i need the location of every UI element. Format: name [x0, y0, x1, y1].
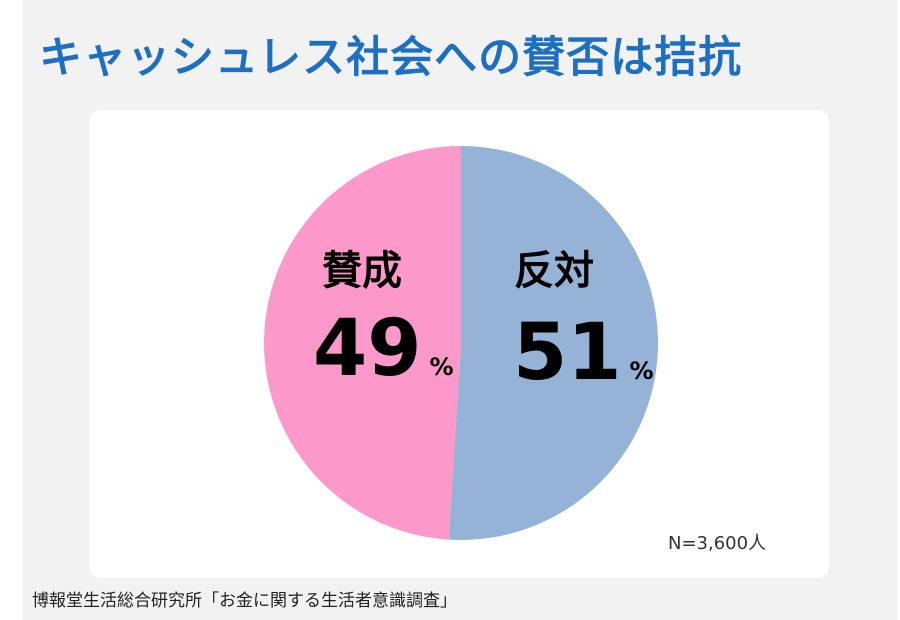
pie-slices — [264, 145, 659, 540]
sample-size-note: N=3,600人 — [668, 533, 767, 554]
value-label-agree: 49 — [313, 304, 422, 394]
percent-sign-disagree: % — [630, 357, 654, 385]
value-label-disagree: 51 — [513, 308, 622, 398]
chart-title: キャッシュレス社会への賛否は拮抗 — [39, 33, 743, 83]
pie-slice-agree — [264, 146, 461, 540]
source-credit: 博報堂生活総合研究所「お金に関する生活者意識調査」 — [32, 591, 457, 611]
category-label-agree: 賛成 — [322, 248, 402, 294]
pie-labels: 賛成 49 % 反対 51% — [313, 248, 654, 398]
pie-slice-disagree — [448, 145, 659, 540]
category-label-disagree: 反対 — [514, 248, 594, 294]
percent-sign-agree: % — [430, 353, 454, 381]
